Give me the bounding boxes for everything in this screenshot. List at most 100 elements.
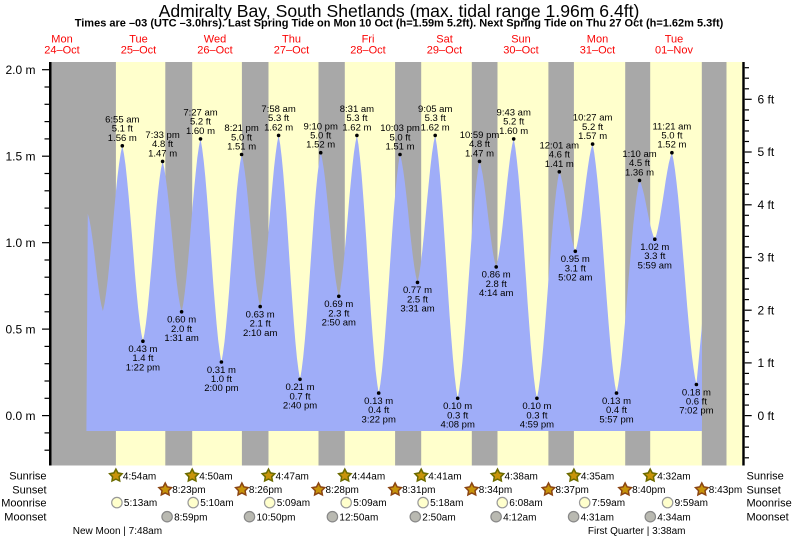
svg-text:7:33 pm: 7:33 pm — [145, 130, 179, 141]
svg-text:5:13am: 5:13am — [124, 498, 157, 509]
svg-text:7:59am: 7:59am — [592, 498, 625, 509]
svg-text:0.7 ft: 0.7 ft — [289, 391, 310, 402]
svg-text:1.62 m: 1.62 m — [264, 122, 293, 133]
svg-text:1.0 m: 1.0 m — [5, 236, 35, 250]
svg-text:4.8 ft: 4.8 ft — [469, 139, 490, 150]
svg-text:4:08 pm: 4:08 pm — [441, 420, 475, 431]
svg-text:4:50am: 4:50am — [199, 471, 232, 482]
svg-text:2.0 ft: 2.0 ft — [171, 324, 192, 335]
svg-text:Sunset: Sunset — [12, 484, 46, 496]
svg-text:1.51 m: 1.51 m — [385, 142, 414, 153]
svg-text:0.10 m: 0.10 m — [443, 401, 472, 412]
svg-text:11:21 am: 11:21 am — [652, 121, 691, 132]
svg-text:0.69 m: 0.69 m — [324, 299, 353, 310]
svg-text:9:43 am: 9:43 am — [497, 108, 531, 119]
svg-text:5.1 ft: 5.1 ft — [112, 124, 133, 135]
svg-text:0.3 ft: 0.3 ft — [526, 410, 547, 421]
svg-text:5.0 ft: 5.0 ft — [231, 132, 252, 143]
svg-text:4.6 ft: 4.6 ft — [549, 150, 570, 161]
svg-text:01–Nov: 01–Nov — [655, 45, 693, 57]
svg-text:6 ft: 6 ft — [758, 93, 775, 107]
svg-text:8:34pm: 8:34pm — [479, 485, 512, 496]
svg-text:1.0 ft: 1.0 ft — [211, 374, 232, 385]
svg-text:10:59 pm: 10:59 pm — [460, 130, 500, 141]
svg-text:1.41 m: 1.41 m — [545, 159, 574, 170]
svg-text:1.36 m: 1.36 m — [625, 167, 654, 178]
svg-text:2:10 am: 2:10 am — [243, 328, 277, 339]
svg-text:6:55 am: 6:55 am — [105, 114, 139, 125]
svg-text:10:50pm: 10:50pm — [257, 512, 296, 523]
svg-text:0.6 ft: 0.6 ft — [686, 397, 707, 408]
svg-text:5:59 am: 5:59 am — [638, 260, 672, 271]
svg-text:0.18 m: 0.18 m — [682, 387, 711, 398]
svg-text:1 ft: 1 ft — [758, 356, 775, 370]
svg-text:4:59 pm: 4:59 pm — [520, 420, 554, 431]
svg-text:0 ft: 0 ft — [758, 409, 775, 423]
svg-text:Mon: Mon — [51, 34, 72, 46]
svg-text:30–Oct: 30–Oct — [503, 45, 538, 57]
svg-text:10:27 am: 10:27 am — [573, 113, 613, 124]
svg-text:1:22 pm: 1:22 pm — [126, 362, 160, 373]
svg-text:Wed: Wed — [204, 34, 226, 46]
svg-text:Tue: Tue — [665, 34, 684, 46]
svg-text:0.13 m: 0.13 m — [602, 396, 631, 407]
svg-text:0.4 ft: 0.4 ft — [368, 405, 389, 416]
svg-text:0.77 m: 0.77 m — [403, 285, 432, 296]
svg-text:4:44am: 4:44am — [352, 471, 385, 482]
svg-text:9:05 am: 9:05 am — [418, 104, 452, 115]
svg-text:8:37pm: 8:37pm — [556, 485, 589, 496]
svg-text:2:50 am: 2:50 am — [322, 318, 356, 329]
svg-text:9:59am: 9:59am — [675, 498, 708, 509]
svg-text:1.4 ft: 1.4 ft — [132, 353, 153, 364]
svg-text:0.63 m: 0.63 m — [246, 309, 275, 320]
svg-text:5:02 am: 5:02 am — [558, 273, 592, 284]
svg-text:4:31am: 4:31am — [581, 512, 614, 523]
svg-text:2.5 ft: 2.5 ft — [407, 294, 428, 305]
svg-text:8:59pm: 8:59pm — [174, 512, 207, 523]
svg-text:First Quarter | 3:38am: First Quarter | 3:38am — [588, 526, 686, 537]
svg-text:Moonset: Moonset — [4, 512, 46, 524]
svg-text:25–Oct: 25–Oct — [121, 45, 156, 57]
svg-text:2:00 pm: 2:00 pm — [204, 383, 238, 394]
svg-text:Sunrise: Sunrise — [9, 471, 46, 483]
svg-text:2.1 ft: 2.1 ft — [250, 319, 271, 330]
svg-text:0.60 m: 0.60 m — [167, 315, 196, 326]
svg-text:Sunrise: Sunrise — [747, 471, 784, 483]
svg-text:8:31pm: 8:31pm — [402, 485, 435, 496]
svg-text:8:26pm: 8:26pm — [249, 485, 282, 496]
svg-text:4:14 am: 4:14 am — [479, 288, 513, 299]
svg-text:0.31 m: 0.31 m — [207, 365, 236, 376]
svg-text:1.51 m: 1.51 m — [227, 142, 256, 153]
svg-text:Sunset: Sunset — [747, 484, 781, 496]
svg-text:1.02 m: 1.02 m — [640, 242, 669, 253]
svg-text:0.0 m: 0.0 m — [5, 409, 35, 423]
svg-text:Thu: Thu — [282, 34, 301, 46]
svg-text:5:18am: 5:18am — [430, 498, 463, 509]
svg-text:5.2 ft: 5.2 ft — [582, 122, 603, 133]
svg-text:5.0 ft: 5.0 ft — [389, 132, 410, 143]
svg-text:5.0 ft: 5.0 ft — [661, 131, 682, 142]
svg-text:1.5 m: 1.5 m — [5, 149, 35, 163]
svg-text:28–Oct: 28–Oct — [350, 45, 385, 57]
svg-text:4.5 ft: 4.5 ft — [629, 158, 650, 169]
svg-text:26–Oct: 26–Oct — [197, 45, 232, 57]
svg-text:Moonrise: Moonrise — [1, 497, 46, 509]
svg-text:2.0 m: 2.0 m — [5, 63, 35, 77]
svg-text:0.86 m: 0.86 m — [482, 270, 511, 281]
svg-text:1.56 m: 1.56 m — [108, 133, 137, 144]
svg-text:5:09am: 5:09am — [277, 498, 310, 509]
svg-text:Moonrise: Moonrise — [747, 497, 792, 509]
svg-text:7:02 pm: 7:02 pm — [679, 406, 713, 417]
svg-text:1.62 m: 1.62 m — [342, 122, 371, 133]
svg-text:5.3 ft: 5.3 ft — [425, 113, 446, 124]
svg-text:2.8 ft: 2.8 ft — [486, 279, 507, 290]
svg-text:4.8 ft: 4.8 ft — [152, 139, 173, 150]
svg-text:0.13 m: 0.13 m — [364, 396, 393, 407]
svg-text:1.47 m: 1.47 m — [148, 148, 177, 159]
svg-text:4:54am: 4:54am — [123, 471, 156, 482]
svg-text:5.3 ft: 5.3 ft — [268, 113, 289, 124]
svg-text:2.3 ft: 2.3 ft — [328, 308, 349, 319]
svg-text:12:50am: 12:50am — [339, 512, 378, 523]
svg-text:3:31 am: 3:31 am — [400, 304, 434, 315]
svg-text:8:23pm: 8:23pm — [172, 485, 205, 496]
